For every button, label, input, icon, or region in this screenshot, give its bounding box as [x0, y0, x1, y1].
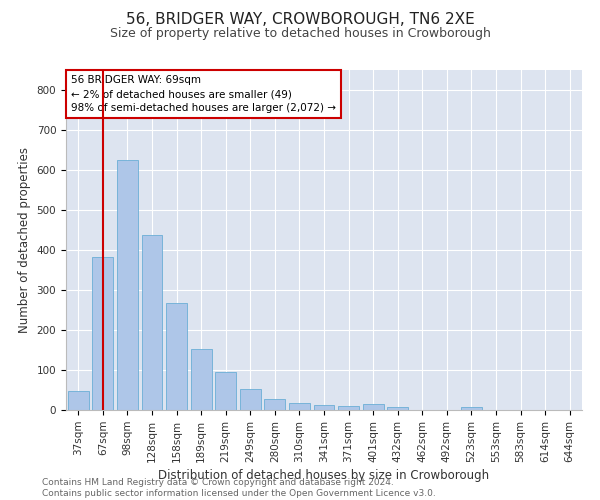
Y-axis label: Number of detached properties: Number of detached properties — [18, 147, 31, 333]
Bar — [387, 407, 408, 410]
Bar — [314, 405, 334, 410]
Bar — [191, 349, 212, 410]
Bar — [215, 372, 236, 410]
Text: 56, BRIDGER WAY, CROWBOROUGH, TN6 2XE: 56, BRIDGER WAY, CROWBOROUGH, TN6 2XE — [125, 12, 475, 28]
Bar — [68, 391, 89, 410]
Bar — [265, 399, 286, 410]
Bar — [338, 406, 359, 410]
Bar — [92, 257, 113, 410]
Bar — [289, 403, 310, 410]
Bar — [461, 407, 482, 410]
Text: 56 BRIDGER WAY: 69sqm
← 2% of detached houses are smaller (49)
98% of semi-detac: 56 BRIDGER WAY: 69sqm ← 2% of detached h… — [71, 75, 336, 113]
Text: Contains HM Land Registry data © Crown copyright and database right 2024.
Contai: Contains HM Land Registry data © Crown c… — [42, 478, 436, 498]
Bar — [117, 160, 138, 410]
Bar — [142, 235, 163, 410]
Bar — [362, 404, 383, 410]
Text: Size of property relative to detached houses in Crowborough: Size of property relative to detached ho… — [110, 28, 490, 40]
X-axis label: Distribution of detached houses by size in Crowborough: Distribution of detached houses by size … — [158, 469, 490, 482]
Bar — [240, 389, 261, 410]
Bar — [166, 303, 187, 410]
